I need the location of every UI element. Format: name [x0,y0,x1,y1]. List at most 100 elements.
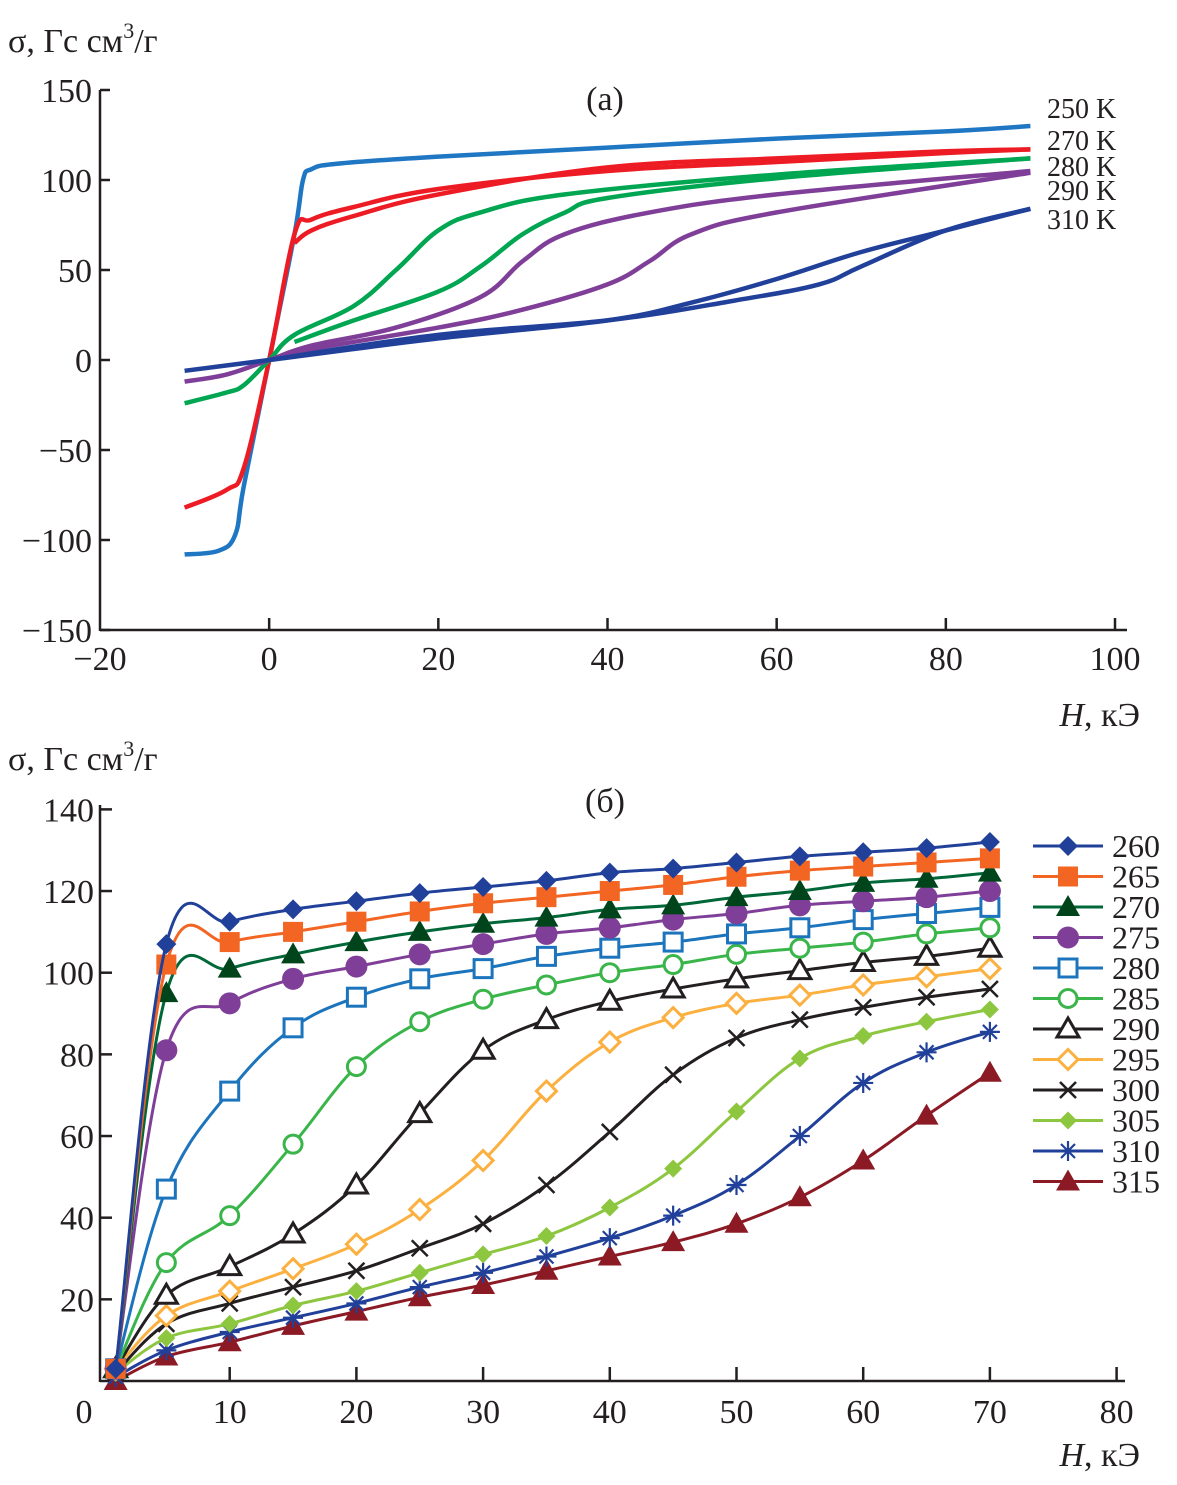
data-point-300 [981,980,999,998]
data-point-305 [220,1314,239,1333]
data-point-295 [597,1029,622,1055]
data-point-280 [726,923,747,945]
data-point-305 [157,1329,176,1348]
data-point-290 [786,956,814,981]
legend-label: 260 [1112,828,1160,864]
data-point-285 [345,1056,367,1078]
panel-b-x-tick-label: 0 [76,1394,93,1431]
data-point-310 [726,1175,747,1196]
panel-b-x-tick-label: 70 [973,1394,1007,1431]
data-point-290 [532,1005,561,1030]
legend-label: 305 [1112,1103,1160,1139]
series-line-315 [115,1071,991,1383]
data-point-270 [534,905,559,927]
panel-a-y-tick-label: −100 [22,523,92,560]
series-line-270-k-branch [293,147,1031,245]
end-label-250-k: 250 K [1047,94,1116,125]
data-point-285 [155,1252,177,1274]
legend-marker-295 [1055,1047,1081,1072]
data-point-310 [473,1262,494,1283]
data-point-305 [347,1282,366,1301]
data-point-290 [342,1171,371,1195]
data-point-290 [596,987,624,1011]
legend-item-285: 285 [1033,981,1160,1017]
data-point-305 [600,1198,619,1217]
data-point-300 [917,988,936,1007]
data-point-285 [662,954,684,976]
data-point-280 [155,1178,177,1200]
panel-a-label: (а) [586,81,624,118]
data-point-275 [915,886,938,909]
series-line-280 [114,905,991,1370]
data-point-310 [916,1042,937,1063]
data-point-285 [535,974,557,996]
data-point-290 [659,975,687,999]
panel-a-x-axis-label: H, кЭ [1058,697,1140,734]
panel-a-axes: 150 100 50 0 −50 −100 −150−20 0 20 40 60 80 100 [22,73,1141,678]
data-point-285 [409,1011,431,1033]
data-point-270 [407,919,432,941]
data-point-280 [535,945,557,967]
data-point-290 [722,964,751,989]
legend-item-315: 315 [1033,1164,1160,1200]
data-point-260 [536,870,557,891]
data-point-295 [787,983,812,1008]
end-label-290-k: 290 K [1047,176,1116,207]
end-label-270-k: 270 K [1047,126,1116,157]
data-point-290 [152,1281,180,1305]
data-point-310 [346,1293,367,1314]
data-point-310 [663,1205,684,1226]
legend-label: 275 [1112,920,1160,956]
data-point-260 [346,891,367,912]
series-280 [105,896,1001,1380]
data-point-265 [663,874,684,895]
panel-b-x-tick-label: 10 [213,1394,247,1431]
panel-a-y-tick-label: 0 [75,343,92,380]
data-point-300 [790,1010,809,1029]
data-point-270 [281,942,306,964]
data-point-295 [977,956,1003,981]
legend-label: 280 [1112,950,1160,986]
panel-b-x-tick-label: 60 [846,1394,880,1431]
data-point-315 [851,1148,876,1170]
data-point-265 [283,921,304,942]
data-point-300 [220,1294,239,1313]
data-point-295 [407,1197,432,1222]
data-point-265 [599,881,620,902]
data-point-295 [914,964,939,989]
data-point-315 [724,1211,749,1233]
legend-label: 300 [1112,1072,1160,1108]
data-point-265 [409,901,430,922]
data-point-270 [217,956,242,978]
legend-label: 315 [1112,1164,1160,1200]
series-line-300 [114,987,991,1374]
data-point-265 [853,856,874,877]
panel-a-x-tick-label: 80 [929,641,963,678]
legend-marker-270 [1056,895,1080,916]
panel-b-series [102,832,1004,1390]
data-point-265 [473,893,494,914]
panel-b-y-tick-label: 120 [43,874,94,911]
data-point-300 [347,1261,366,1280]
data-point-260 [105,1358,126,1379]
legend-label: 310 [1112,1133,1160,1169]
series-line-290-k-branch [268,170,1031,363]
series-line-280-k [184,156,1031,406]
panel-b-x-tick-label: 30 [466,1394,500,1431]
legend-label: 265 [1112,859,1160,895]
series-line-290 [114,946,991,1370]
panel-a-x-tick-label: 40 [591,641,625,678]
data-point-260 [599,862,620,883]
data-point-305 [854,1026,873,1045]
data-point-295 [534,1078,559,1104]
data-point-315 [914,1103,939,1125]
data-point-275 [155,1039,178,1062]
data-point-305 [790,1049,809,1068]
data-point-260 [789,846,810,867]
data-point-290 [976,934,1004,958]
panel-a-y-tick-label: −50 [39,433,92,470]
data-point-295 [344,1232,369,1257]
legend-item-295: 295 [1033,1042,1160,1078]
data-point-275 [725,902,748,925]
